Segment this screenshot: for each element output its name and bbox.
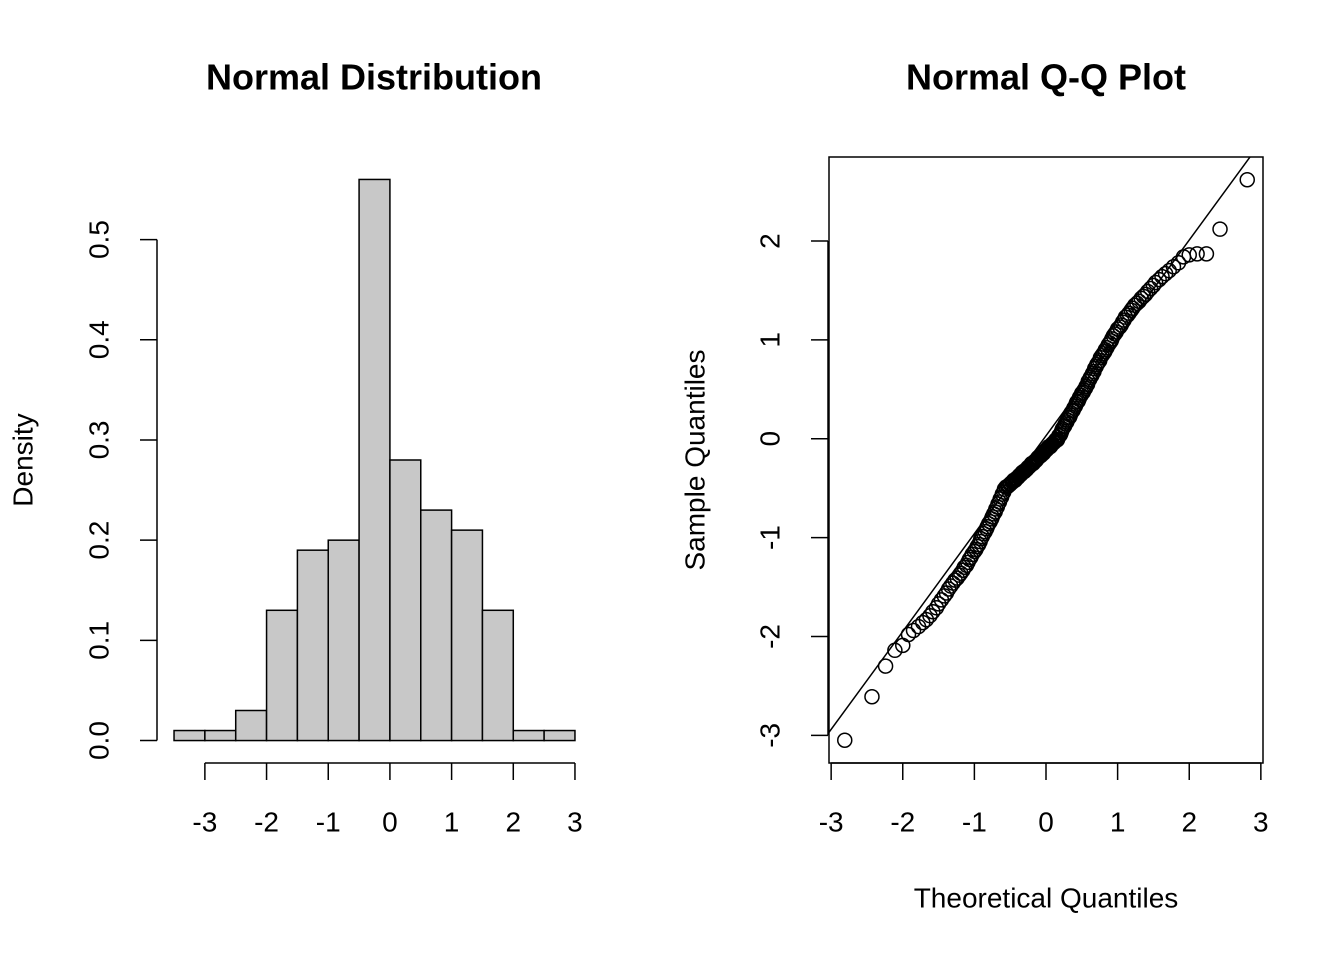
point: [1161, 262, 1177, 279]
x-tick-label: -2: [890, 806, 915, 837]
x-tick-label: -3: [819, 806, 844, 837]
x-tick-label: -1: [316, 806, 341, 837]
y-tick-label: -3: [754, 723, 785, 748]
point: [887, 642, 903, 659]
x-tick-label: -2: [254, 806, 279, 837]
point: [1165, 258, 1182, 275]
point: [949, 570, 965, 586]
bar: [481, 609, 515, 742]
point: [1121, 305, 1137, 321]
y-tick-label: 0.2: [83, 521, 114, 560]
y-tick-label: 1: [754, 332, 785, 348]
x-tick-label: 0: [382, 806, 398, 837]
x-tick-label: 1: [1110, 806, 1126, 837]
chart-title: Normal Q-Q Plot: [906, 57, 1186, 98]
bar: [389, 459, 422, 742]
y-axis-label: Sample Quantiles: [679, 349, 710, 570]
point: [1189, 246, 1205, 262]
x-axis-label: Theoretical Quantiles: [914, 882, 1179, 913]
point: [1139, 283, 1156, 300]
y-tick-label: 0.1: [83, 621, 114, 660]
point: [1142, 280, 1159, 297]
bar: [358, 178, 391, 742]
x-tick-label: 0: [1038, 806, 1054, 837]
y-tick-label: -1: [754, 525, 785, 550]
bar: [450, 529, 484, 742]
x-tick-label: -1: [962, 806, 987, 837]
bar: [173, 729, 206, 742]
point: [930, 596, 947, 612]
point: [1198, 246, 1215, 262]
x-tick-label: 1: [444, 806, 460, 837]
y-axis-label: Density: [7, 413, 38, 506]
point: [1145, 277, 1162, 294]
bar: [512, 729, 545, 742]
y-tick-label: 0.0: [83, 721, 114, 760]
y-tick-label: 2: [754, 233, 785, 249]
bar: [234, 709, 268, 742]
x-tick-label: 2: [1181, 806, 1197, 837]
point: [1212, 221, 1228, 237]
x-tick-label: -3: [192, 806, 217, 837]
point: [925, 603, 941, 620]
point: [864, 689, 880, 705]
point: [895, 637, 911, 654]
y-tick-label: 0.4: [83, 320, 114, 359]
point: [1239, 171, 1255, 188]
point: [837, 732, 853, 749]
y-tick-label: 0.5: [83, 220, 114, 259]
y-tick-label: 0: [754, 431, 785, 447]
point: [900, 626, 917, 643]
x-tick-label: 3: [1253, 806, 1269, 837]
point: [1170, 255, 1187, 271]
bar: [327, 539, 360, 742]
point: [877, 658, 894, 674]
y-tick-label: -2: [754, 624, 785, 649]
point: [1181, 247, 1197, 263]
point: [905, 622, 922, 639]
point: [1137, 286, 1154, 303]
bar: [296, 549, 329, 742]
bar: [543, 729, 576, 742]
bar: [420, 509, 453, 742]
x-tick-label: 2: [505, 806, 521, 837]
bar: [204, 729, 237, 742]
y-tick-label: 0.3: [83, 420, 114, 459]
x-tick-label: 3: [567, 806, 583, 837]
chart-title: Normal Distribution: [206, 57, 542, 98]
bar: [265, 609, 299, 742]
